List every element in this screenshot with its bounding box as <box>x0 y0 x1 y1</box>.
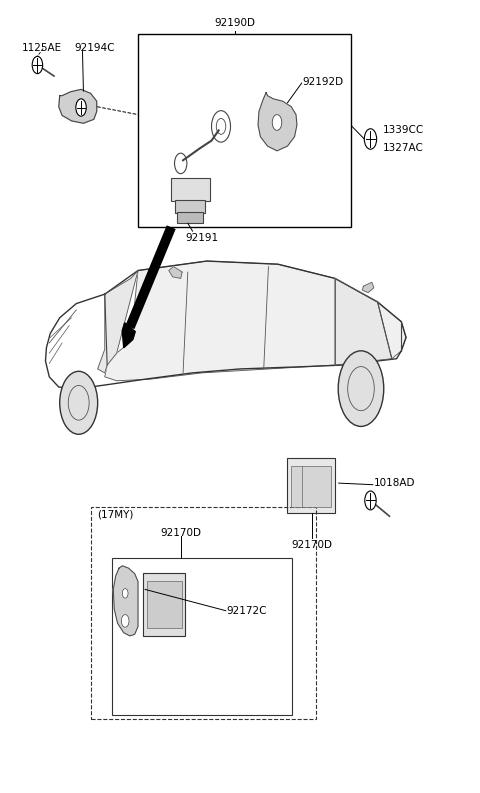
Polygon shape <box>362 282 374 293</box>
Circle shape <box>32 56 43 74</box>
Polygon shape <box>169 266 182 278</box>
Circle shape <box>272 115 282 130</box>
Text: 1018AD: 1018AD <box>374 478 415 488</box>
Circle shape <box>122 588 128 598</box>
Circle shape <box>76 99 86 116</box>
Circle shape <box>365 491 376 510</box>
Bar <box>291 465 331 507</box>
Text: 92192D: 92192D <box>302 76 344 86</box>
Polygon shape <box>97 270 138 373</box>
Polygon shape <box>258 93 297 151</box>
Text: 1327AC: 1327AC <box>383 143 423 153</box>
Text: 92170D: 92170D <box>292 540 333 550</box>
Bar <box>143 573 185 636</box>
Text: 92190D: 92190D <box>215 18 256 28</box>
Bar <box>171 178 210 201</box>
Polygon shape <box>105 261 406 381</box>
Polygon shape <box>113 565 138 636</box>
Text: (17MY): (17MY) <box>96 510 133 519</box>
Bar <box>175 201 205 213</box>
Bar <box>138 34 351 228</box>
Bar <box>91 507 316 719</box>
FancyArrow shape <box>122 323 135 348</box>
Circle shape <box>338 351 384 427</box>
Circle shape <box>60 371 97 435</box>
Circle shape <box>364 128 377 149</box>
Text: 92170D: 92170D <box>160 528 201 538</box>
Text: 92172C: 92172C <box>227 606 267 615</box>
Bar <box>112 558 292 715</box>
Circle shape <box>121 615 129 627</box>
Text: 92191: 92191 <box>185 232 218 243</box>
Bar <box>178 213 203 224</box>
Text: 1339CC: 1339CC <box>383 125 423 136</box>
Text: 1125AE: 1125AE <box>22 44 62 53</box>
Polygon shape <box>59 90 96 123</box>
Polygon shape <box>335 278 392 365</box>
Bar <box>146 580 181 628</box>
Text: 92194C: 92194C <box>74 44 114 53</box>
Bar <box>288 458 335 513</box>
